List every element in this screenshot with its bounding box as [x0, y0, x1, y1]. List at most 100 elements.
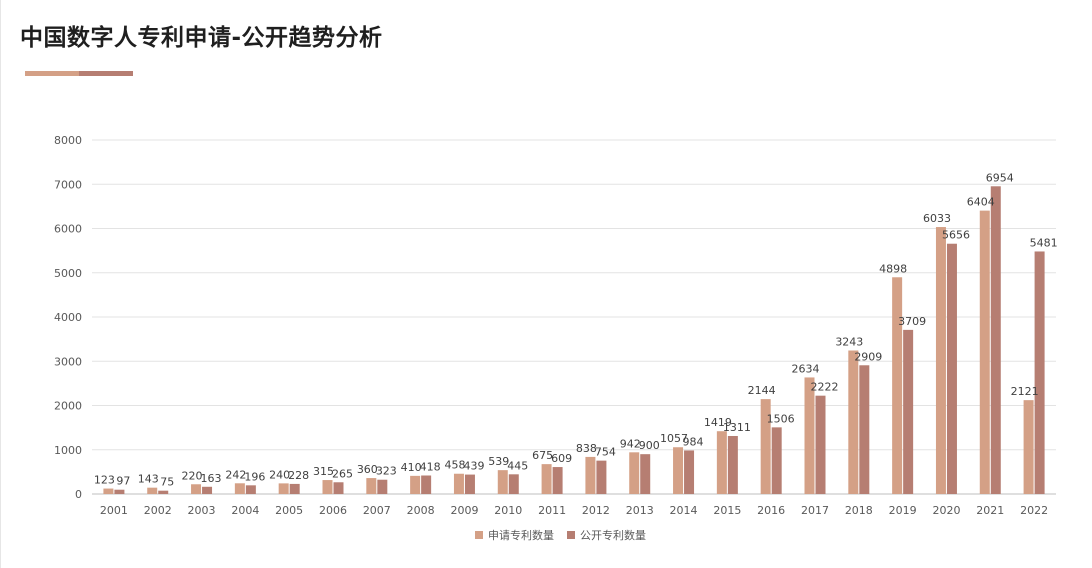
x-tick-label: 2005: [275, 504, 303, 517]
legend-label-publication: 公开专利数量: [580, 528, 646, 542]
data-label-application: 2144: [748, 384, 776, 397]
y-tick-label: 1000: [54, 444, 82, 457]
y-tick-label: 0: [75, 488, 82, 501]
data-label-application: 6404: [967, 196, 995, 209]
bar-application: [760, 399, 771, 494]
bar-publication: [508, 474, 519, 494]
data-label-publication: 6954: [986, 171, 1014, 184]
x-tick-label: 2008: [407, 504, 435, 517]
data-label-publication: 228: [288, 469, 309, 482]
data-label-application: 360: [357, 463, 378, 476]
data-label-application: 6033: [923, 212, 951, 225]
data-label-publication: 323: [376, 465, 397, 478]
x-tick-label: 2013: [626, 504, 654, 517]
bar-application: [673, 447, 684, 494]
y-axis: 0 1000 2000 3000 4000 5000 6000 7000 8000: [54, 134, 82, 501]
data-label-publication: 2909: [854, 350, 882, 363]
data-label-publication: 265: [332, 467, 353, 480]
bar-application: [804, 377, 815, 494]
bar-publication: [859, 365, 870, 494]
bar-application: [147, 487, 158, 494]
x-axis: 2001 2002 2003 2004 2005 2006 2007 2008 2009 2010…: [92, 493, 1056, 517]
data-label-application: 4898: [879, 262, 907, 275]
data-label-publication: 1506: [767, 412, 795, 425]
data-label-application: 1419: [704, 416, 732, 429]
bar-application: [541, 464, 552, 494]
bar-publication: [1034, 251, 1045, 494]
bar-publication: [946, 243, 957, 494]
y-tick-label: 3000: [54, 355, 82, 368]
legend-label-application: 申请专利数量: [488, 528, 554, 542]
x-tick-label: 2012: [582, 504, 610, 517]
bar-publication: [202, 486, 213, 494]
data-label-publication: 196: [244, 470, 265, 483]
y-tick-label: 4000: [54, 311, 82, 324]
bar-application: [629, 452, 640, 494]
bar-application: [103, 488, 114, 494]
bar-series: [103, 186, 1045, 495]
bar-application: [453, 473, 464, 494]
x-tick-label: 2022: [1020, 504, 1048, 517]
data-label-application: 539: [488, 455, 509, 468]
data-label-publication: 163: [201, 472, 222, 485]
bar-publication: [815, 395, 826, 494]
data-label-application: 2634: [792, 362, 820, 375]
bar-publication: [245, 485, 256, 494]
bar-publication: [727, 435, 738, 494]
y-tick-label: 2000: [54, 400, 82, 413]
data-label-application: 410: [401, 461, 422, 474]
legend-swatch-publication: [567, 531, 575, 539]
gridlines: [92, 139, 1056, 451]
bar-publication: [158, 490, 169, 494]
bar-application: [979, 210, 990, 495]
bar-application: [191, 484, 202, 494]
x-tick-label: 2001: [100, 504, 128, 517]
bar-publication: [990, 186, 1001, 494]
bar-publication: [596, 460, 607, 494]
y-tick-label: 6000: [54, 223, 82, 236]
bar-publication: [377, 479, 388, 494]
data-label-application: 3243: [835, 335, 863, 348]
bar-publication: [421, 475, 432, 494]
data-label-publication: 984: [683, 435, 704, 448]
bar-publication: [333, 482, 344, 494]
data-label-publication: 445: [507, 459, 528, 472]
title-accent-bar: [25, 71, 133, 76]
data-label-application: 123: [94, 474, 115, 487]
data-label-application: 315: [313, 465, 334, 478]
bar-application: [410, 475, 421, 494]
data-label-application: 675: [532, 449, 553, 462]
x-tick-label: 2019: [889, 504, 917, 517]
x-tick-label: 2003: [188, 504, 216, 517]
bar-application: [366, 478, 377, 494]
data-label-publication: 754: [595, 446, 616, 459]
bar-publication: [114, 489, 125, 494]
data-label-application: 2121: [1011, 385, 1039, 398]
data-label-publication: 1311: [723, 421, 751, 434]
x-tick-label: 2011: [538, 504, 566, 517]
data-label-application: 242: [225, 468, 246, 481]
bar-publication: [289, 483, 300, 494]
bar-application: [716, 431, 727, 494]
data-label-publication: 418: [420, 461, 441, 474]
x-tick-label: 2010: [494, 504, 522, 517]
data-label-application: 240: [269, 468, 290, 481]
x-tick-label: 2009: [450, 504, 478, 517]
data-label-application: 838: [576, 442, 597, 455]
y-tick-label: 5000: [54, 267, 82, 280]
data-label-application: 143: [138, 473, 159, 486]
data-label-publication: 3709: [898, 315, 926, 328]
x-tick-label: 2021: [976, 504, 1004, 517]
bar-publication: [684, 450, 695, 494]
accent-bar-light: [25, 71, 79, 76]
bar-publication: [771, 427, 782, 494]
data-label-publication: 609: [551, 452, 572, 465]
data-label-publication: 439: [463, 460, 484, 473]
data-label-application: 458: [444, 459, 465, 472]
bar-publication: [903, 329, 914, 494]
y-tick-label: 7000: [54, 178, 82, 191]
x-tick-label: 2014: [670, 504, 698, 517]
bar-application: [892, 277, 903, 494]
